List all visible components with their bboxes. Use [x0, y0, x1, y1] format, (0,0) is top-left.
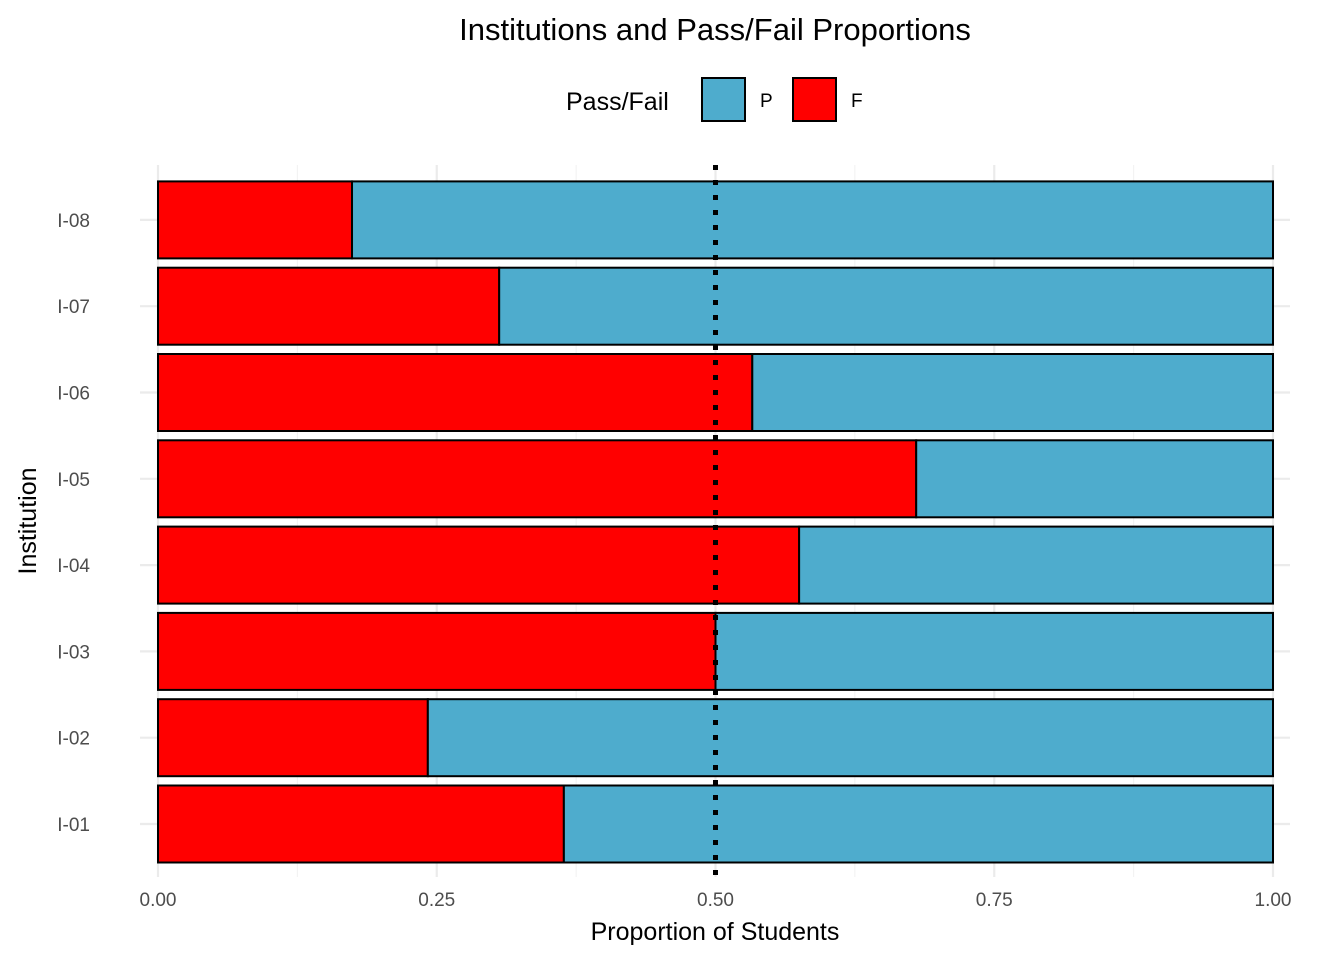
bar-p-i-05	[915, 439, 1274, 519]
y-tick-label: I-08	[57, 211, 90, 232]
bar-p-i-01	[562, 784, 1274, 864]
bar-p-i-07	[498, 266, 1274, 346]
bar-f-i-03	[157, 611, 717, 691]
bar-f-i-06	[157, 353, 754, 432]
bar-p-i-08	[351, 180, 1274, 260]
x-tick-label: 1.00	[1255, 890, 1292, 911]
y-tick-label: I-02	[57, 729, 90, 750]
x-tick-label: 0.50	[697, 890, 734, 911]
x-tick-label: 0.75	[976, 890, 1013, 911]
legend-label-p: P	[760, 91, 773, 112]
y-tick-label: I-04	[57, 556, 90, 577]
bar-f-i-01	[157, 784, 565, 864]
x-tick-label: 0.00	[140, 890, 177, 911]
y-axis-title: Institution	[14, 467, 42, 574]
x-axis-title: Proportion of Students	[591, 918, 840, 946]
y-tick-label: I-05	[57, 470, 90, 491]
x-tick-label: 0.25	[418, 890, 455, 911]
bar-f-i-05	[157, 439, 918, 519]
bar-f-i-02	[157, 698, 429, 778]
y-tick-label: I-07	[57, 297, 90, 318]
legend-title: Pass/Fail	[566, 88, 669, 116]
y-tick-label: I-01	[57, 815, 90, 836]
bar-f-i-04	[157, 525, 801, 605]
y-axis-ticks: I-01 I-02 I-03 I-04 I-05 I-06 I-07 I-08	[57, 211, 90, 836]
bar-f-i-08	[157, 180, 354, 260]
legend: Pass/Fail P F	[566, 77, 863, 122]
bar-f-i-07	[157, 266, 501, 346]
legend-swatch-p	[701, 77, 746, 122]
bar-p-i-03	[714, 611, 1274, 691]
x-axis-ticks: 0.00 0.25 0.50 0.75 1.00	[140, 890, 1292, 911]
y-tick-label: I-06	[57, 384, 90, 405]
bar-p-i-02	[426, 698, 1274, 778]
legend-swatch-f	[792, 77, 837, 122]
chart-title: Institutions and Pass/Fail Proportions	[459, 12, 971, 47]
y-tick-label: I-03	[57, 642, 90, 663]
legend-label-f: F	[851, 91, 863, 112]
bars	[157, 180, 1274, 864]
bar-p-i-04	[798, 525, 1274, 605]
bar-p-i-06	[751, 353, 1274, 432]
